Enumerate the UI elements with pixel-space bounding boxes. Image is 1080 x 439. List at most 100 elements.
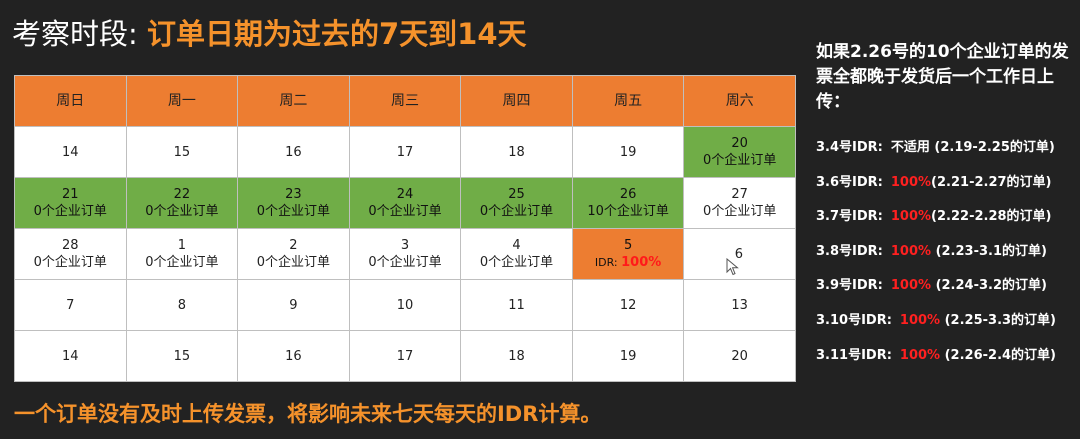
mouse-pointer-icon [726,258,739,276]
idr-order-range: (2.21-2.27的订单) [931,174,1052,190]
calendar-day-cell: 21 0个企业订单 [14,177,127,229]
calendar-day-cell: 7 [14,279,127,331]
calendar-day-cell: 18 [460,126,573,178]
idr-result-item: 3.8号IDR: 100% (2.23-3.1的订单) [816,241,1078,276]
idr-date: 3.4号IDR: [816,140,883,155]
calendar-day-cell: 14 [14,330,127,382]
calendar-day-cell: 26 10个企业订单 [571,177,685,229]
calendar-day-cell: 28 0个企业订单 [14,228,127,280]
footer-note: 一个订单没有及时上传发票，将影响未来七天每天的IDR计算。 [14,402,602,426]
day-number: 1 [177,238,186,253]
order-count: 0个企业订单 [145,204,219,219]
weekday-header: 周五 [571,75,685,127]
idr-percent: 100% [890,243,932,259]
day-number: 27 [731,187,748,202]
day-number: 18 [508,144,525,160]
day-number: 5 [623,238,633,253]
order-count: 0个企业订单 [479,204,554,219]
calendar-day-cell: 3 0个企业订单 [348,228,462,280]
calendar-header-row: 周日 周一 周二 周三 周四 周五 周六 [14,75,796,127]
calendar-day-cell: 11 [460,279,573,331]
order-count: 0个企业订单 [368,255,442,270]
day-number: 10 [396,297,414,313]
order-calendar: 周日 周一 周二 周三 周四 周五 周六 14 15 16 17 18 19 20 0个企业订… [14,75,796,382]
day-number: 19 [619,348,637,364]
order-count: 0个企业订单 [703,153,777,168]
idr-date: 3.10号IDR: [816,312,892,328]
calendar-day-cell: 24 0个企业订单 [348,177,462,229]
calendar-week-row: 21 0个企业订单 22 0个企业订单 23 0个企业订单 24 0个企业订单 25 0个企业订单… [14,177,796,229]
idr-result-item: 3.4号IDR: 不适用 (2.19-2.25的订单) [816,137,1078,172]
calendar-day-cell: 23 0个企业订单 [237,177,350,229]
day-number: 8 [177,297,186,313]
title-prefix: 考察时段: [12,17,147,51]
day-number: 15 [173,348,191,364]
calendar-day-cell: 19 [571,330,685,382]
day-number: 16 [285,144,302,160]
calendar-day-cell: 9 [237,279,350,331]
day-number: 20 [731,348,748,364]
calendar-week-row: 28 0个企业订单 1 0个企业订单 2 0个企业订单 3 0个企业订单 4 0个企业订单 5 IDR… [14,228,796,280]
day-number: 6 [734,246,743,262]
calendar-week-row: 14 15 16 17 18 19 20 0个企业订单 [14,126,796,178]
calendar-day-cell: 16 [237,126,350,178]
day-number: 11 [508,297,525,313]
calendar-day-cell: 10 [348,279,462,331]
day-number: 20 [731,136,748,151]
day-number: 4 [512,238,521,253]
idr-order-range: 不适用 (2.19-2.25的订单) [890,140,1055,155]
calendar-day-cell: 17 [348,126,462,178]
day-number: 25 [508,187,525,202]
day-number: 2 [289,238,298,253]
weekday-header: 周二 [237,75,350,127]
day-number: 15 [173,144,191,160]
idr-order-range: (2.25-3.3的订单) [940,312,1057,328]
idr-label: IDR: [594,256,622,269]
calendar-day-cell: 18 [460,330,573,382]
order-count: 10个企业订单 [587,204,669,219]
calendar-day-cell: 25 0个企业订单 [460,177,573,229]
idr-readout: IDR: 100% [573,254,684,271]
day-number: 13 [731,297,748,313]
calendar-day-cell: 4 0个企业订单 [460,228,573,280]
day-number: 24 [396,187,414,202]
day-number: 19 [619,144,637,160]
order-count: 0个企业订单 [33,255,107,270]
day-number: 22 [173,187,191,202]
calendar-day-cell: 15 [125,330,239,382]
calendar-day-cell: 27 0个企业订单 [683,177,796,229]
idr-percent: 100% [890,209,932,225]
order-count: 0个企业订单 [145,255,219,270]
weekday-header: 周六 [683,75,796,127]
calendar-day-cell: 19 [571,126,685,178]
idr-percent: 100% [899,312,941,328]
calendar-day-cell: 16 [237,330,350,382]
calendar-day-cell: 17 [348,330,462,382]
idr-order-range: (2.23-3.1的订单) [931,243,1047,259]
calendar-day-cell: 20 [683,330,796,382]
calendar-week-row: 7 8 9 10 11 12 13 [14,279,796,331]
calendar-day-cell: 8 [125,279,239,331]
day-number: 18 [508,348,525,364]
idr-date: 3.6号IDR: [816,174,883,190]
scenario-heading: 如果2.26号的10个企业订单的发票全都晚于发货后一个工作日上传： [816,42,1069,112]
idr-result-item: 3.9号IDR: 100% (2.24-3.2的订单) [816,275,1078,310]
idr-result-item: 3.7号IDR: 100%(2.22-2.28的订单) [816,206,1078,241]
day-number: 16 [285,348,302,364]
idr-date: 3.8号IDR: [816,243,883,259]
weekday-header: 周日 [14,75,127,127]
calendar-day-cell: 13 [683,279,796,331]
idr-result-list: 3.4号IDR: 不适用 (2.19-2.25的订单) 3.6号IDR: 100%(2… [816,137,1078,379]
day-number: 14 [62,144,79,160]
day-number: 9 [289,297,298,313]
page-title: 考察时段: 订单日期为过去的7天到14天 [12,12,527,56]
day-number: 14 [62,348,79,364]
calendar-day-cell: 12 [571,279,685,331]
idr-order-range: (2.22-2.28的订单) [931,209,1052,225]
idr-percent: 100% [890,278,932,294]
idr-result-item: 3.11号IDR: 100% (2.26-2.4的订单) [816,345,1078,380]
day-number: 12 [619,297,637,313]
weekday-header: 周四 [460,75,573,127]
order-count: 0个企业订单 [479,255,554,270]
calendar-week-row: 14 15 16 17 18 19 20 [14,330,796,382]
